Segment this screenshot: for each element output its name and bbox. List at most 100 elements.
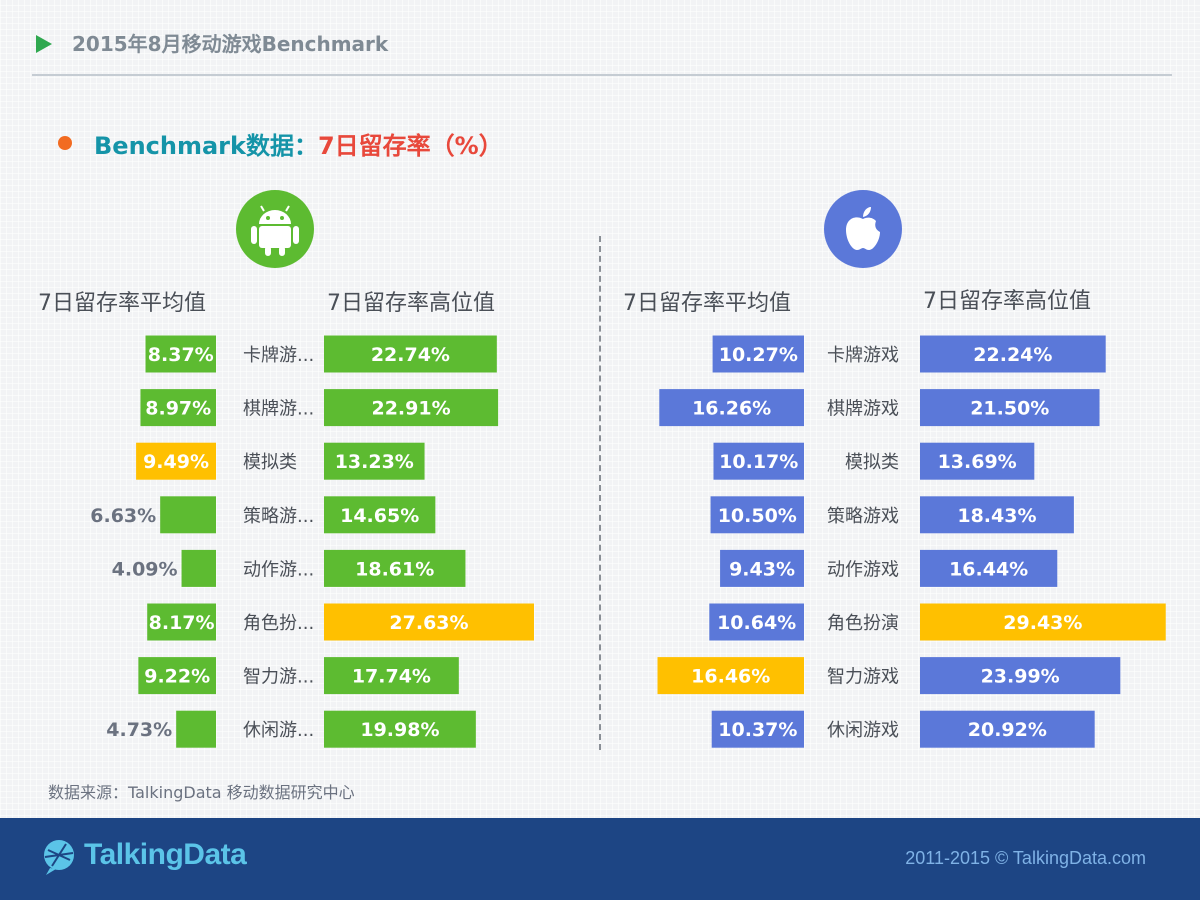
ios-avg-bar xyxy=(710,496,804,534)
android-avg-bar xyxy=(145,335,216,373)
ios-high-header: 7日留存率高位值 xyxy=(923,289,1091,314)
android-category-label: 智力游... xyxy=(243,667,314,688)
android-avg-bar xyxy=(138,657,216,695)
talkingdata-logo-icon xyxy=(40,838,78,876)
ios-avg-label: 10.64% xyxy=(717,612,796,634)
chart-subtitle: Benchmark数据：7日留存率（%） xyxy=(94,126,503,161)
ios-avg-bar xyxy=(711,710,804,748)
android-avg-label: 9.22% xyxy=(144,666,210,688)
ios-high-bar xyxy=(920,710,1095,748)
android-high-label: 22.91% xyxy=(371,398,450,420)
title-arrow-icon xyxy=(36,35,52,53)
android-high-label: 14.65% xyxy=(340,505,419,527)
android-high-label: 17.74% xyxy=(352,666,431,688)
subtitle-lead: Benchmark数据： xyxy=(94,132,318,160)
ios-avg-bar xyxy=(713,442,804,480)
ios-avg-label: 16.46% xyxy=(691,666,770,688)
apple-icon xyxy=(824,190,902,268)
ios-high-bar xyxy=(920,335,1106,373)
android-avg-label: 8.97% xyxy=(145,398,211,420)
ios-high-label: 13.69% xyxy=(938,451,1017,473)
ios-high-label: 21.50% xyxy=(970,398,1049,420)
ios-high-bar xyxy=(920,389,1100,427)
android-high-label: 18.61% xyxy=(355,558,434,580)
android-category-label: 棋牌游... xyxy=(243,399,314,420)
footer-bar: TalkingData 2011-2015 © TalkingData.com xyxy=(0,818,1200,900)
android-high-label: 13.23% xyxy=(335,451,414,473)
android-avg-header: 7日留存率平均值 xyxy=(38,291,206,316)
android-avg-bar xyxy=(176,710,216,748)
ios-high-bar xyxy=(920,496,1074,534)
ios-high-label: 16.44% xyxy=(949,558,1028,580)
ios-high-label: 18.43% xyxy=(957,505,1036,527)
android-avg-bar xyxy=(140,389,216,427)
platform-divider xyxy=(599,236,601,750)
android-avg-label: 6.63% xyxy=(90,505,156,527)
ios-high-bar xyxy=(920,442,1035,480)
bullet-dot-icon xyxy=(58,136,72,150)
ios-category-label: 模拟类 xyxy=(845,452,899,473)
ios-category-label: 休闲游戏 xyxy=(827,720,899,741)
ios-avg-label: 10.37% xyxy=(718,719,797,741)
android-high-bar xyxy=(324,549,466,587)
subtitle-metric: 7日留存率（%） xyxy=(317,132,503,160)
android-avg-label: 4.09% xyxy=(112,558,178,580)
android-category-label: 动作游... xyxy=(243,559,314,580)
ios-avg-bar xyxy=(720,549,804,587)
android-avg-label: 4.73% xyxy=(106,719,172,741)
source-note: 数据来源：TalkingData 移动数据研究中心 xyxy=(48,783,355,802)
ios-avg-bar xyxy=(712,335,804,373)
android-high-label: 22.74% xyxy=(371,344,450,366)
ios-category-label: 棋牌游戏 xyxy=(827,399,899,420)
ios-category-label: 卡牌游戏 xyxy=(827,345,899,366)
ios-category-label: 策略游戏 xyxy=(827,506,899,527)
header-divider xyxy=(32,74,1172,76)
android-avg-label: 9.49% xyxy=(143,451,209,473)
ios-category-label: 动作游戏 xyxy=(827,559,899,580)
page-title: 2015年8月移动游戏Benchmark xyxy=(72,32,389,56)
android-avg-bar xyxy=(160,496,216,534)
copyright: 2011-2015 © TalkingData.com xyxy=(905,848,1146,868)
android-high-bar xyxy=(324,657,459,695)
android-high-header: 7日留存率高位值 xyxy=(327,291,495,316)
android-high-bar xyxy=(324,389,499,427)
ios-high-label: 23.99% xyxy=(981,666,1060,688)
ios-avg-bar xyxy=(659,389,804,427)
ios-avg-label: 10.50% xyxy=(718,505,797,527)
android-category-label: 卡牌游... xyxy=(243,345,314,366)
ios-avg-label: 10.27% xyxy=(719,344,798,366)
ios-high-bar xyxy=(920,657,1121,695)
ios-avg-label: 9.43% xyxy=(729,558,795,580)
android-avg-bar xyxy=(136,442,216,480)
android-category-label: 模拟类 xyxy=(243,452,297,473)
ios-category-label: 角色扮演 xyxy=(827,613,899,634)
android-avg-bar xyxy=(181,549,216,587)
android-avg-label: 8.17% xyxy=(149,612,215,634)
android-high-bar xyxy=(324,496,436,534)
android-high-bar xyxy=(324,710,476,748)
ios-high-label: 20.92% xyxy=(968,719,1047,741)
ios-avg-bar xyxy=(657,657,804,695)
android-icon xyxy=(236,190,314,268)
ios-avg-label: 16.26% xyxy=(692,398,771,420)
android-avg-bar xyxy=(147,603,216,641)
android-high-bar xyxy=(324,442,425,480)
android-avg-label: 8.37% xyxy=(148,344,214,366)
android-category-label: 角色扮... xyxy=(243,613,314,634)
ios-avg-bar xyxy=(709,603,804,641)
ios-category-label: 智力游戏 xyxy=(827,667,899,688)
android-high-label: 27.63% xyxy=(389,612,468,634)
android-high-bar xyxy=(324,335,497,373)
android-category-label: 策略游... xyxy=(243,506,314,527)
ios-high-label: 29.43% xyxy=(1003,612,1082,634)
android-high-label: 19.98% xyxy=(360,719,439,741)
ios-high-label: 22.24% xyxy=(973,344,1052,366)
ios-avg-label: 10.17% xyxy=(719,451,798,473)
android-category-label: 休闲游... xyxy=(243,720,314,741)
android-high-bar xyxy=(324,603,534,641)
ios-high-bar xyxy=(920,549,1058,587)
ios-high-bar xyxy=(920,603,1166,641)
brand-name: TalkingData xyxy=(84,838,247,871)
ios-avg-header: 7日留存率平均值 xyxy=(623,291,791,316)
